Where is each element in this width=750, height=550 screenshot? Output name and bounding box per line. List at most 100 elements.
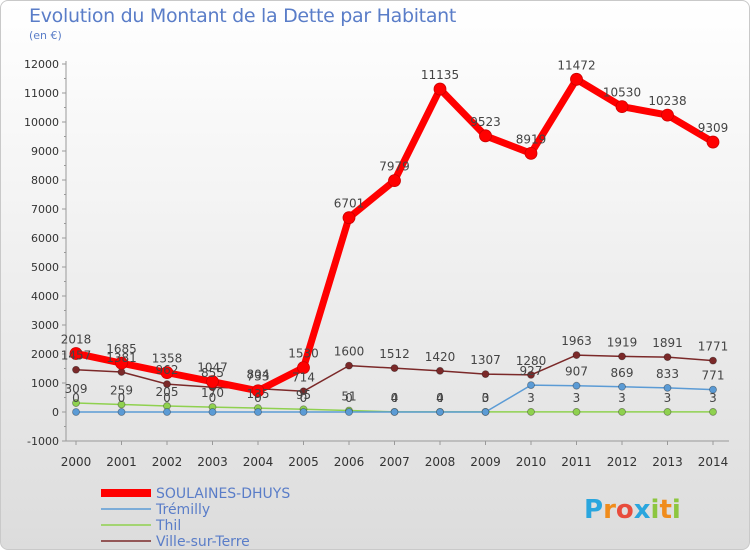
data-label-2-3: 170 bbox=[201, 386, 224, 400]
data-label-2-10: 3 bbox=[527, 391, 535, 405]
point-3-7 bbox=[390, 364, 399, 373]
data-label-3-12: 1919 bbox=[607, 335, 638, 349]
y-ticks: -1000 0 1000 2000 3000 4000 5000 6000 7000 8000 90… bbox=[24, 58, 66, 448]
point-0-14 bbox=[706, 135, 720, 149]
data-label-0-11: 11472 bbox=[557, 58, 595, 72]
logo-letter: i bbox=[672, 495, 681, 525]
x-tick-label: 2013 bbox=[652, 455, 683, 469]
point-3-2 bbox=[163, 380, 171, 389]
y-tick-label: 2000 bbox=[31, 348, 59, 361]
y-tick-label: 1000 bbox=[31, 377, 59, 390]
y-tick-label: 0 bbox=[52, 406, 59, 419]
data-label-2-6: 51 bbox=[341, 390, 356, 404]
data-label-0-7: 7979 bbox=[379, 160, 410, 174]
data-label-2-1: 259 bbox=[110, 383, 133, 397]
point-0-7 bbox=[388, 174, 401, 188]
y-tick-label: 10000 bbox=[24, 116, 59, 129]
x-tick-label: 2000 bbox=[61, 455, 92, 469]
data-label-1-0: 0 bbox=[72, 391, 80, 405]
data-label-2-4: 135 bbox=[247, 387, 270, 401]
data-label-1-1: 0 bbox=[118, 391, 126, 405]
data-label-0-2: 1358 bbox=[152, 352, 183, 366]
data-label-1-14: 771 bbox=[702, 369, 725, 383]
point-1-14 bbox=[709, 385, 717, 394]
data-label-1-12: 869 bbox=[611, 366, 634, 380]
data-label-1-10: 927 bbox=[520, 364, 543, 378]
data-label-3-3: 855 bbox=[201, 366, 224, 380]
point-2-0 bbox=[72, 399, 80, 407]
x-tick-label: 2007 bbox=[379, 455, 410, 469]
data-label-0-0: 2018 bbox=[61, 332, 92, 346]
point-2-13 bbox=[663, 408, 672, 416]
data-label-1-13: 833 bbox=[656, 367, 679, 381]
data-label-1-9: 0 bbox=[482, 391, 490, 405]
y-tick-label: 5000 bbox=[31, 261, 59, 274]
chart-title: Evolution du Montant de la Dette par Hab… bbox=[29, 5, 457, 27]
point-1-2 bbox=[163, 408, 171, 416]
x-tick-label: 2001 bbox=[106, 455, 137, 469]
point-1-7 bbox=[390, 408, 399, 416]
data-label-3-4: 804 bbox=[247, 368, 270, 382]
data-label-3-1: 1381 bbox=[106, 351, 137, 365]
logo-letter: x bbox=[634, 495, 651, 525]
y-tick-label: 9000 bbox=[31, 145, 59, 158]
point-2-14 bbox=[709, 408, 717, 416]
x-tick-label: 2004 bbox=[243, 455, 274, 469]
data-label-1-4: 0 bbox=[254, 391, 262, 405]
y-tick-label: 8000 bbox=[31, 174, 59, 187]
x-tick-label: 2005 bbox=[288, 455, 319, 469]
legend-label-0: SOULAINES-DHUYS bbox=[156, 486, 290, 502]
logo-letter: t bbox=[659, 495, 671, 525]
data-label-1-7: 0 bbox=[391, 391, 399, 405]
point-0-3 bbox=[206, 375, 219, 389]
logo-letter: i bbox=[651, 495, 660, 525]
point-1-1 bbox=[117, 408, 126, 416]
data-label-3-2: 962 bbox=[156, 363, 179, 377]
data-label-2-12: 3 bbox=[618, 391, 626, 405]
legend-label-3: Ville-sur-Terre bbox=[156, 534, 250, 550]
point-3-10 bbox=[527, 370, 535, 379]
data-label-2-9: 3 bbox=[482, 391, 490, 405]
point-1-9 bbox=[481, 408, 490, 416]
logo-letter: r bbox=[603, 495, 616, 525]
data-label-1-11: 907 bbox=[565, 365, 588, 379]
y-tick-label: 7000 bbox=[31, 203, 59, 216]
point-0-1 bbox=[115, 356, 128, 370]
point-1-8 bbox=[436, 408, 444, 416]
point-0-10 bbox=[524, 146, 538, 160]
data-label-1-5: 0 bbox=[300, 391, 308, 405]
point-0-4 bbox=[251, 384, 265, 398]
y-tick-label: 12000 bbox=[24, 58, 59, 71]
x-tick-label: 2006 bbox=[334, 455, 365, 469]
point-1-6 bbox=[345, 408, 353, 416]
y-tick-label: 6000 bbox=[31, 232, 59, 245]
logo-letter: o bbox=[616, 495, 634, 525]
legend-label-1: Trémilly bbox=[155, 502, 210, 518]
point-3-0 bbox=[72, 365, 80, 374]
data-label-1-3: 0 bbox=[209, 391, 217, 405]
point-0-5 bbox=[297, 361, 310, 375]
data-labels: 2018 1685 1358 1047 733 1530 6701 7979 11135 9523… bbox=[61, 58, 729, 405]
x-tick-label: 2012 bbox=[607, 455, 638, 469]
point-1-0 bbox=[72, 408, 80, 416]
legend: SOULAINES-DHUYSTrémillyThilVille-sur-Ter… bbox=[101, 486, 290, 550]
point-3-14 bbox=[709, 356, 717, 365]
data-label-1-6: 0 bbox=[345, 391, 353, 405]
y-tick-label: 4000 bbox=[31, 290, 59, 303]
data-label-3-9: 1307 bbox=[470, 353, 501, 367]
data-label-3-14: 1771 bbox=[698, 340, 729, 354]
x-tick-label: 2009 bbox=[470, 455, 501, 469]
proxiti-logo-text: Proxiti bbox=[584, 495, 681, 525]
point-2-11 bbox=[572, 408, 581, 416]
point-1-13 bbox=[663, 383, 672, 392]
point-0-0 bbox=[69, 347, 83, 360]
x-tick-label: 2008 bbox=[425, 455, 456, 469]
x-tick-label: 2003 bbox=[197, 455, 228, 469]
data-label-3-6: 1600 bbox=[334, 345, 365, 359]
x-tick-label: 2010 bbox=[516, 455, 547, 469]
axes bbox=[65, 61, 729, 442]
data-label-2-2: 205 bbox=[156, 385, 179, 399]
x-tick-label: 2011 bbox=[561, 455, 592, 469]
point-1-10 bbox=[527, 381, 535, 390]
